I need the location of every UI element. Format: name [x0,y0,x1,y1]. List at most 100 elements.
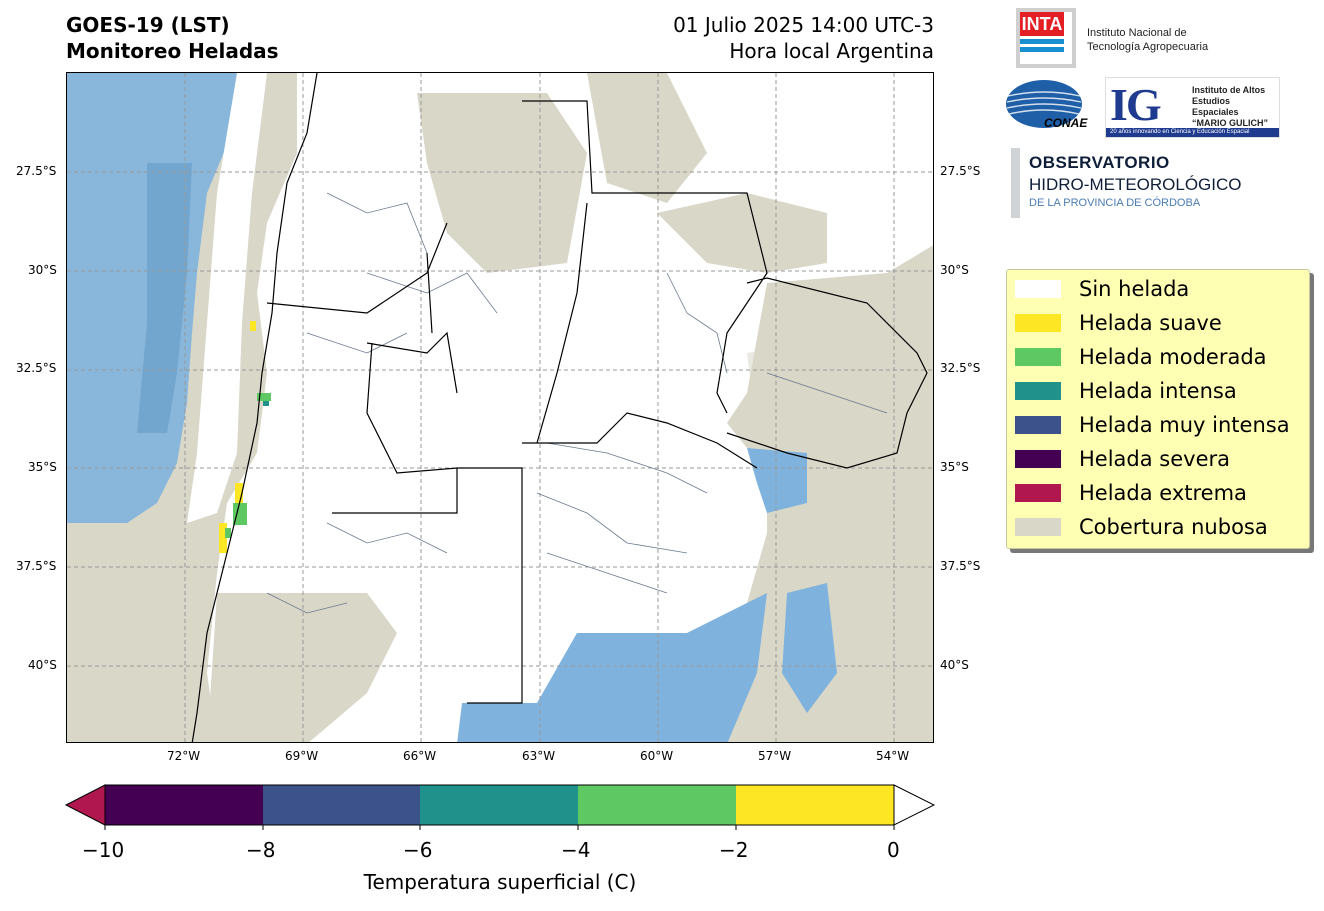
legend-item: Helada intensa [1015,378,1237,404]
map-svg [67,73,933,742]
frost-pixel-moderate-3 [225,528,231,538]
legend-item: Helada suave [1015,310,1222,336]
frost-pixel-moderate-2 [233,503,247,525]
conae-label: CONAE [1044,116,1088,130]
frost-pixel-moderate-1 [257,393,271,401]
lat-label-right: 35°S [940,460,969,474]
legend-label: Cobertura nubosa [1079,515,1268,539]
lat-label-right: 27.5°S [940,164,981,178]
department-boundaries [266,192,888,614]
lat-label-right: 37.5°S [940,559,981,573]
cloud-patch-chaco [657,193,827,273]
legend-label: Sin helada [1079,277,1190,301]
lon-label: 69°W [285,749,319,763]
legend-swatch [1015,280,1061,298]
ig-logo: IG Instituto de Altos Estudios Espaciale… [1105,77,1280,138]
atlantic-east-patch [782,583,837,713]
lat-label-left: 30°S [28,263,57,277]
inta-name-line: Tecnología Agropecuaria [1087,41,1209,53]
legend-swatch [1015,382,1061,400]
colorbar-segment [420,785,578,825]
pacific-cold-band [137,163,192,433]
inta-logo: INTA [1016,8,1076,68]
map-title: GOES-19 (LST) Monitoreo Heladas [66,12,279,64]
legend-swatch [1015,416,1061,434]
legend-swatch [1015,348,1061,366]
legend-label: Helada suave [1079,311,1222,335]
lat-label-left: 40°S [28,658,57,672]
colorbar-under-arrow [64,784,106,826]
legend-swatch [1015,518,1061,536]
lat-label-left: 37.5°S [16,559,57,573]
lat-label-right: 40°S [940,658,969,672]
timestamp-date: 01 Julio 2025 14:00 UTC-3 [673,13,934,37]
lon-label: 60°W [640,749,674,763]
frost-pixel-intense-1 [263,401,269,406]
observatorio-subtitle: HIDRO-METEOROLÓGICO [1029,175,1242,194]
lat-label-left: 35°S [28,460,57,474]
colorbar-title: Temperatura superficial (C) [363,870,637,894]
colorbar-tick-label: −8 [246,838,276,862]
legend-item: Helada muy intensa [1015,412,1290,438]
legend-item: Cobertura nubosa [1015,514,1268,540]
title-line-product: Monitoreo Heladas [66,39,279,63]
colorbar [64,784,936,830]
legend-label: Helada muy intensa [1079,413,1290,437]
atlantic-temperature-area [457,593,767,742]
legend-item: Helada severa [1015,446,1230,472]
legend-item: Sin helada [1015,276,1189,302]
pacific-clear-strip [187,73,267,523]
colorbar-segment [105,785,263,825]
colorbar-tick-label: −4 [561,838,591,862]
title-line-satellite: GOES-19 (LST) [66,13,230,37]
legend-label: Helada severa [1079,447,1230,471]
ig-name-line: Estudios Espaciales [1192,96,1239,117]
cloud-patch-north [417,93,587,273]
ig-logo-mark: IG [1110,79,1162,130]
colorbar-tick-label: −2 [719,838,749,862]
colorbar-tick-label: −10 [82,838,125,862]
timestamp: 01 Julio 2025 14:00 UTC-3 Hora local Arg… [673,12,934,64]
lon-label: 66°W [403,749,437,763]
inta-logo-mark: INTA [1020,12,1064,36]
lon-label: 72°W [167,749,201,763]
lon-label: 57°W [758,749,792,763]
colorbar-tick-label: −6 [403,838,433,862]
cloud-patch-east [587,73,707,203]
cloud-patch-uruguay [747,343,917,453]
rio-plata-temperature [747,448,807,513]
colorbar-segment [263,785,420,825]
observatorio-title: OBSERVATORIO [1029,153,1170,172]
ig-name: Instituto de Altos Estudios Espaciales “… [1192,85,1279,129]
observatorio-bar [1011,148,1020,218]
lon-label: 54°W [876,749,910,763]
ig-name-line: “MARIO GULICH” [1192,118,1268,128]
colorbar-over-arrow [893,784,936,826]
frost-pixel-mild-3 [219,523,227,553]
legend-label: Helada intensa [1079,379,1237,403]
ig-band: 20 años innovando en Ciencia y Educación… [1106,128,1279,137]
colorbar-tick-label: 0 [887,838,900,862]
legend-swatch [1015,484,1061,502]
frost-pixel-mild-1 [250,321,256,331]
legend-item: Helada extrema [1015,480,1247,506]
legend-label: Helada extrema [1079,481,1247,505]
ig-name-line: Instituto de Altos [1192,85,1266,95]
lon-label: 63°W [522,749,556,763]
lat-label-left: 27.5°S [16,164,57,178]
legend-label: Helada moderada [1079,345,1267,369]
frost-map [66,72,934,743]
timestamp-zone: Hora local Argentina [729,39,934,63]
lat-label-right: 32.5°S [940,361,981,375]
legend: Sin helada Helada suave Helada moderada … [1006,269,1310,549]
legend-swatch [1015,450,1061,468]
observatorio-province: DE LA PROVINCIA DE CÓRDOBA [1029,197,1201,209]
inta-name-line: Instituto Nacional de [1087,27,1187,39]
colorbar-segment [578,785,736,825]
cloud-patch-patagonia [207,593,397,742]
legend-swatch [1015,314,1061,332]
frost-pixel-mild-2 [235,483,243,503]
inta-name: Instituto Nacional de Tecnología Agropec… [1087,26,1208,54]
legend-item: Helada moderada [1015,344,1267,370]
conae-logo [1006,80,1082,128]
